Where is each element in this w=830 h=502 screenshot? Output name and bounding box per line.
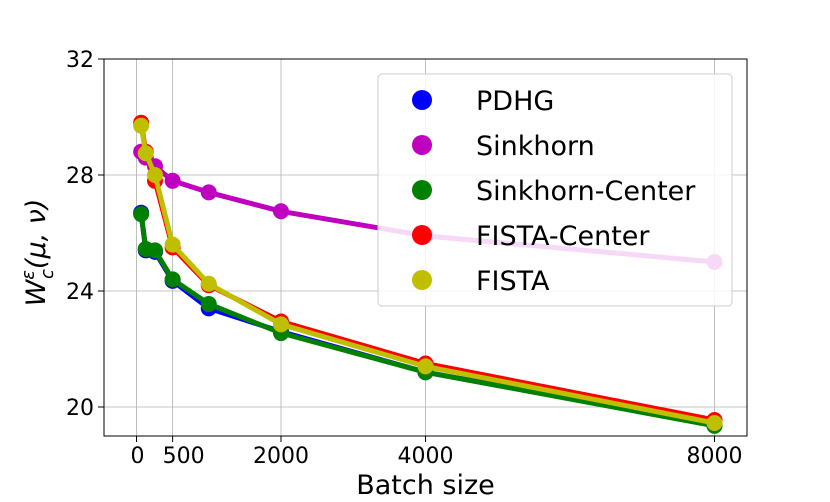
data-point-fista <box>273 316 290 333</box>
x-tick-label: 500 <box>163 444 205 469</box>
x-tick-label: 0 <box>131 444 145 469</box>
data-point-fista <box>706 414 723 431</box>
legend-label-sinkhorn-center: Sinkhorn-Center <box>476 176 696 207</box>
data-point-sinkhorn-center <box>200 296 217 313</box>
data-point-sinkhorn-center <box>164 271 181 288</box>
legend-label-pdhg: PDHG <box>476 86 554 117</box>
data-point-fista <box>133 117 150 134</box>
data-point-fista <box>164 236 181 253</box>
legend-marker-pdhg <box>412 90 432 110</box>
data-point-sinkhorn <box>164 172 181 189</box>
data-point-fista <box>147 167 164 183</box>
data-point-sinkhorn <box>200 184 217 201</box>
x-tick-label: 8000 <box>686 444 742 469</box>
legend: PDHG Sinkhorn Sinkhorn-Center FISTA-Center F… <box>377 73 733 307</box>
legend-marker-sinkhorn-center <box>412 180 432 200</box>
legend-marker-fista-center <box>412 225 432 245</box>
y-tick-label: 32 <box>66 48 94 73</box>
legend-box <box>377 73 733 307</box>
data-point-fista <box>417 358 434 375</box>
data-point-fista <box>200 275 217 292</box>
x-tick-label: 4000 <box>398 444 454 469</box>
data-point-fista <box>137 145 154 162</box>
legend-label-sinkhorn: Sinkhorn <box>476 131 595 162</box>
y-tick-label: 20 <box>66 396 94 421</box>
data-point-sinkhorn <box>273 203 290 220</box>
data-point-sinkhorn-center <box>133 206 150 223</box>
legend-marker-sinkhorn <box>412 135 432 155</box>
y-tick-label: 24 <box>66 280 94 305</box>
data-point-sinkhorn-center <box>147 242 164 259</box>
series-layer <box>133 114 723 434</box>
legend-label-fista-center: FISTA-Center <box>476 221 650 252</box>
y-tick-label: 28 <box>66 164 94 189</box>
legend-label-fista: FISTA <box>476 266 550 297</box>
x-tick-label: 2000 <box>253 444 309 469</box>
x-axis-label: Batch size <box>356 470 495 498</box>
legend-marker-fista <box>412 270 432 290</box>
y-axis-label: Wεc(μ, ν) <box>18 199 58 307</box>
axis-labels: Batch size Wεc(μ, ν) <box>18 199 495 501</box>
ticks: 0 500 2000 4000 8000 20 24 28 32 <box>66 48 742 469</box>
